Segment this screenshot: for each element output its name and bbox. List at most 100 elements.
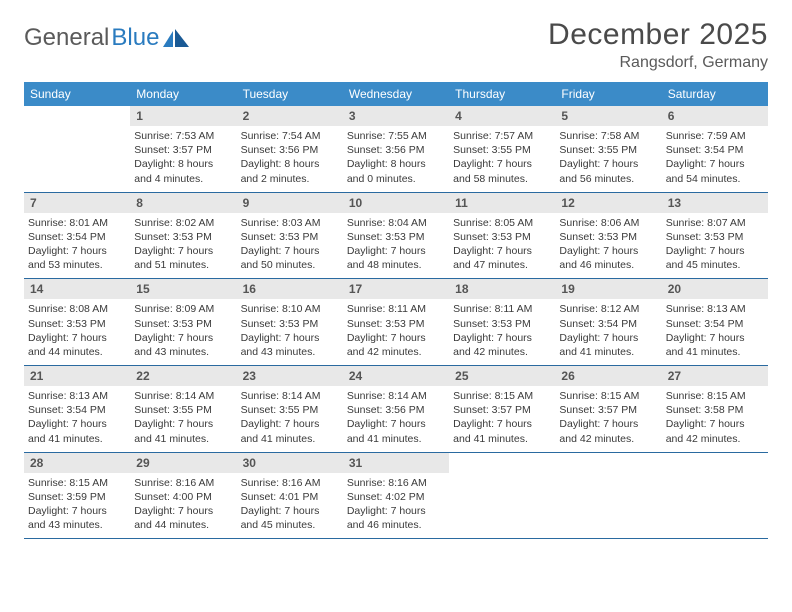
sunset-text: Sunset: 3:53 PM	[28, 317, 126, 331]
daylight-text: Daylight: 7 hours and 41 minutes.	[453, 417, 551, 445]
sunset-text: Sunset: 3:54 PM	[666, 143, 764, 157]
daylight-text: Daylight: 7 hours and 42 minutes.	[559, 417, 657, 445]
daylight-text: Daylight: 7 hours and 51 minutes.	[134, 244, 232, 272]
sunrise-text: Sunrise: 8:09 AM	[134, 302, 232, 316]
daylight-text: Daylight: 7 hours and 41 minutes.	[241, 417, 339, 445]
day-cell: 19Sunrise: 8:12 AMSunset: 3:54 PMDayligh…	[555, 279, 661, 365]
sunset-text: Sunset: 3:53 PM	[347, 317, 445, 331]
daylight-text: Daylight: 7 hours and 43 minutes.	[134, 331, 232, 359]
day-cell: 5Sunrise: 7:58 AMSunset: 3:55 PMDaylight…	[555, 106, 661, 192]
sunrise-text: Sunrise: 8:14 AM	[241, 389, 339, 403]
sunrise-text: Sunrise: 8:14 AM	[134, 389, 232, 403]
sunset-text: Sunset: 3:53 PM	[134, 317, 232, 331]
sunrise-text: Sunrise: 8:11 AM	[453, 302, 551, 316]
day-cell: 28Sunrise: 8:15 AMSunset: 3:59 PMDayligh…	[24, 453, 130, 539]
day-cell: 7Sunrise: 8:01 AMSunset: 3:54 PMDaylight…	[24, 193, 130, 279]
daylight-text: Daylight: 7 hours and 45 minutes.	[666, 244, 764, 272]
day-number: 23	[237, 366, 343, 386]
day-cell	[555, 453, 661, 539]
day-number: 11	[449, 193, 555, 213]
sunrise-text: Sunrise: 8:03 AM	[241, 216, 339, 230]
calendar-body: 1Sunrise: 7:53 AMSunset: 3:57 PMDaylight…	[24, 106, 768, 539]
day-cell: 18Sunrise: 8:11 AMSunset: 3:53 PMDayligh…	[449, 279, 555, 365]
sunset-text: Sunset: 3:57 PM	[559, 403, 657, 417]
day-cell: 24Sunrise: 8:14 AMSunset: 3:56 PMDayligh…	[343, 366, 449, 452]
day-cell: 4 Sunrise: 7:57 AMSunset: 3:55 PMDaylight…	[449, 106, 555, 192]
day-cell	[662, 453, 768, 539]
day-number: 5	[555, 106, 661, 126]
daylight-text: Daylight: 7 hours and 41 minutes.	[666, 331, 764, 359]
sunset-text: Sunset: 3:53 PM	[453, 317, 551, 331]
day-cell	[449, 453, 555, 539]
day-cell: 26Sunrise: 8:15 AMSunset: 3:57 PMDayligh…	[555, 366, 661, 452]
daylight-text: Daylight: 7 hours and 41 minutes.	[28, 417, 126, 445]
day-number: 4	[449, 106, 555, 126]
sunrise-text: Sunrise: 8:16 AM	[241, 476, 339, 490]
sunset-text: Sunset: 3:55 PM	[134, 403, 232, 417]
sunset-text: Sunset: 3:57 PM	[453, 403, 551, 417]
sunset-text: Sunset: 3:59 PM	[28, 490, 126, 504]
daylight-text: Daylight: 7 hours and 45 minutes.	[241, 504, 339, 532]
daylight-text: Daylight: 7 hours and 58 minutes.	[453, 157, 551, 185]
daylight-text: Daylight: 7 hours and 53 minutes.	[28, 244, 126, 272]
day-number: 1	[130, 106, 236, 126]
day-cell: 6Sunrise: 7:59 AMSunset: 3:54 PMDaylight…	[662, 106, 768, 192]
logo-word-2: Blue	[111, 24, 159, 52]
daylight-text: Daylight: 8 hours and 2 minutes.	[241, 157, 339, 185]
logo-sail-icon	[163, 29, 189, 47]
daylight-text: Daylight: 7 hours and 42 minutes.	[347, 331, 445, 359]
sunrise-text: Sunrise: 7:53 AM	[134, 129, 232, 143]
sunset-text: Sunset: 3:54 PM	[28, 403, 126, 417]
day-cell: 22Sunrise: 8:14 AMSunset: 3:55 PMDayligh…	[130, 366, 236, 452]
header: GeneralBlue December 2025 Rangsdorf, Ger…	[24, 18, 768, 72]
logo: GeneralBlue	[24, 18, 189, 52]
sunset-text: Sunset: 3:57 PM	[134, 143, 232, 157]
day-number: 7	[24, 193, 130, 213]
sunset-text: Sunset: 3:56 PM	[347, 403, 445, 417]
day-number: 15	[130, 279, 236, 299]
sunset-text: Sunset: 3:55 PM	[453, 143, 551, 157]
day-cell: 31Sunrise: 8:16 AMSunset: 4:02 PMDayligh…	[343, 453, 449, 539]
sunset-text: Sunset: 3:53 PM	[666, 230, 764, 244]
day-number: 28	[24, 453, 130, 473]
daylight-text: Daylight: 7 hours and 44 minutes.	[28, 331, 126, 359]
daylight-text: Daylight: 7 hours and 50 minutes.	[241, 244, 339, 272]
day-number: 20	[662, 279, 768, 299]
day-cell: 12Sunrise: 8:06 AMSunset: 3:53 PMDayligh…	[555, 193, 661, 279]
sunrise-text: Sunrise: 8:16 AM	[134, 476, 232, 490]
sunset-text: Sunset: 4:02 PM	[347, 490, 445, 504]
sunrise-text: Sunrise: 8:14 AM	[347, 389, 445, 403]
day-number: 21	[24, 366, 130, 386]
calendar: SundayMondayTuesdayWednesdayThursdayFrid…	[24, 82, 768, 539]
sunrise-text: Sunrise: 7:57 AM	[453, 129, 551, 143]
day-cell: 10Sunrise: 8:04 AMSunset: 3:53 PMDayligh…	[343, 193, 449, 279]
day-number: 31	[343, 453, 449, 473]
sunset-text: Sunset: 3:53 PM	[241, 317, 339, 331]
week-row: 1 Sunrise: 7:53 AMSunset: 3:57 PM Daylight…	[24, 106, 768, 193]
location: Rangsdorf, Germany	[548, 54, 768, 72]
day-number: 29	[130, 453, 236, 473]
daylight-text: Daylight: 7 hours and 46 minutes.	[347, 504, 445, 532]
day-header-row: SundayMondayTuesdayWednesdayThursdayFrid…	[24, 82, 768, 106]
daylight-text: Daylight: 7 hours and 48 minutes.	[347, 244, 445, 272]
day-cell: 25Sunrise: 8:15 AMSunset: 3:57 PMDayligh…	[449, 366, 555, 452]
sunset-text: Sunset: 3:54 PM	[559, 317, 657, 331]
day-cell	[24, 106, 130, 192]
sunrise-text: Sunrise: 8:11 AM	[347, 302, 445, 316]
sunrise-text: Sunrise: 8:06 AM	[559, 216, 657, 230]
day-number: 19	[555, 279, 661, 299]
sunset-text: Sunset: 4:00 PM	[134, 490, 232, 504]
day-header-cell: Monday	[130, 82, 236, 106]
day-cell: 9Sunrise: 8:03 AMSunset: 3:53 PMDaylight…	[237, 193, 343, 279]
day-number: 17	[343, 279, 449, 299]
day-number: 14	[24, 279, 130, 299]
sunrise-text: Sunrise: 8:15 AM	[453, 389, 551, 403]
day-cell: 15 Sunrise: 8:09 AMSunset: 3:53 PMDayligh…	[130, 279, 236, 365]
week-row: 7Sunrise: 8:01 AMSunset: 3:54 PMDaylight…	[24, 193, 768, 280]
daylight-text: Daylight: 7 hours and 44 minutes.	[134, 504, 232, 532]
day-header-cell: Friday	[555, 82, 661, 106]
day-number: 10	[343, 193, 449, 213]
daylight-text: Daylight: 7 hours and 42 minutes.	[453, 331, 551, 359]
week-row: 28Sunrise: 8:15 AMSunset: 3:59 PMDayligh…	[24, 453, 768, 540]
day-header-cell: Saturday	[662, 82, 768, 106]
